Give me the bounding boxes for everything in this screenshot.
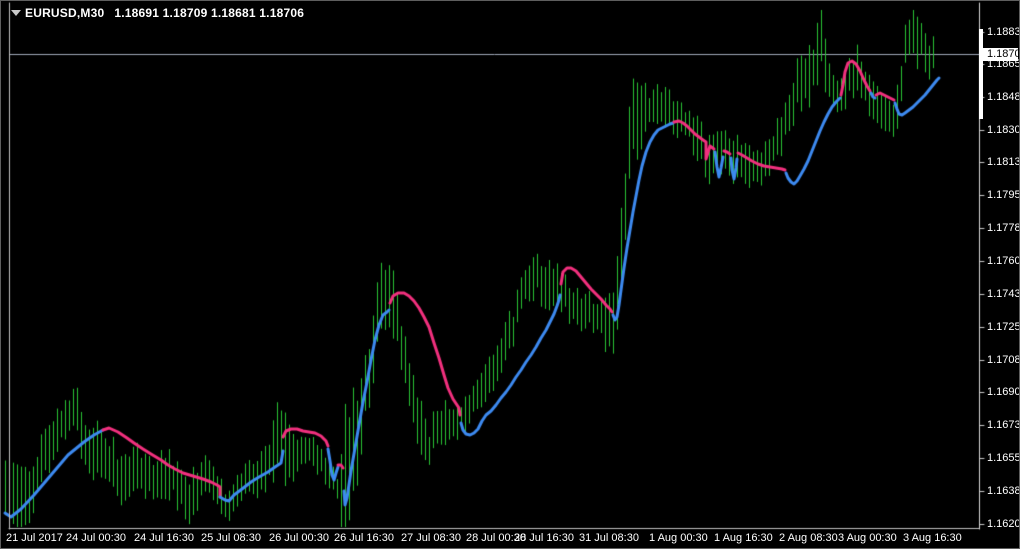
symbol-dropdown-icon[interactable] <box>11 10 21 16</box>
chart-title-symbol: EURUSD,M30 <box>25 6 105 20</box>
chart-titlebar: EURUSD,M30 1.18691 1.18709 1.18681 1.187… <box>9 5 304 21</box>
x-axis-label: 2 Aug 08:30 <box>779 532 838 544</box>
y-axis-label: 1.18131 <box>987 156 1019 168</box>
x-axis-label: 24 Jul 16:30 <box>134 532 194 544</box>
x-axis-label: 25 Jul 08:30 <box>201 532 261 544</box>
y-axis-label: 1.17431 <box>987 288 1019 300</box>
x-axis-label: 28 Jul 00:30 <box>466 532 526 544</box>
y-axis-label: 1.16556 <box>987 452 1019 464</box>
x-axis-label: 21 Jul 2017 <box>6 532 63 544</box>
x-axis-label: 28 Jul 16:30 <box>514 532 574 544</box>
x-axis-label: 3 Aug 16:30 <box>903 532 962 544</box>
y-axis-label: 1.17606 <box>987 255 1019 267</box>
price-range-marker <box>979 29 983 119</box>
y-axis-label: 1.17256 <box>987 321 1019 333</box>
y-axis-label: 1.17956 <box>987 189 1019 201</box>
y-axis-label: 1.18831 <box>987 26 1019 38</box>
x-axis-label: 27 Jul 08:30 <box>401 532 461 544</box>
y-axis-label: 1.18481 <box>987 91 1019 103</box>
y-axis-label: 1.17081 <box>987 354 1019 366</box>
x-axis-label: 31 Jul 08:30 <box>579 532 639 544</box>
x-axis-label: 1 Aug 00:30 <box>649 532 708 544</box>
y-axis-label: 1.17781 <box>987 222 1019 234</box>
x-axis-label: 24 Jul 00:30 <box>66 532 126 544</box>
x-axis-label: 1 Aug 16:30 <box>714 532 773 544</box>
y-axis-label: 1.18306 <box>987 124 1019 136</box>
y-axis-label: 1.18656 <box>987 58 1019 70</box>
chart-title-ohlc: 1.18691 1.18709 1.18681 1.18706 <box>114 6 305 20</box>
y-axis-label: 1.16906 <box>987 386 1019 398</box>
current-price-badge: 1.18706 <box>980 48 1019 61</box>
y-axis-label: 1.16731 <box>987 419 1019 431</box>
y-axis-label: 1.16206 <box>987 518 1019 530</box>
y-axis-label: 1.16381 <box>987 485 1019 497</box>
x-axis-label: 3 Aug 00:30 <box>838 532 897 544</box>
x-axis-label: 26 Jul 16:30 <box>334 532 394 544</box>
x-axis-label: 26 Jul 00:30 <box>269 532 329 544</box>
